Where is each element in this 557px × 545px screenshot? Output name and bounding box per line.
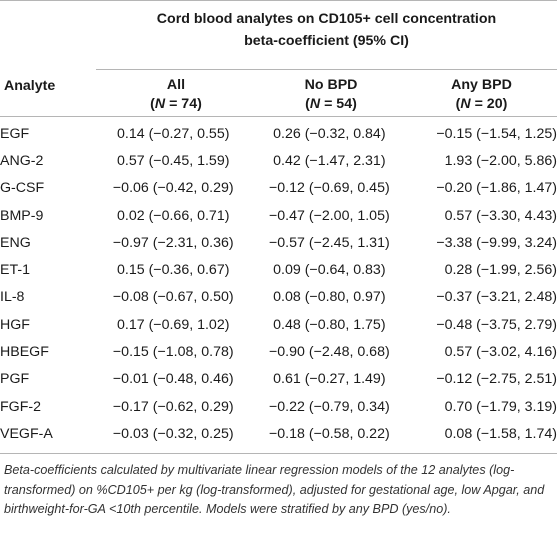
table-row: EGF 0.14 (−0.27, 0.55) 0.26 (−0.32, 0.84) −… [0,120,557,147]
table-row: G-CSF −0.06 (−0.42, 0.29) −0.12 (−0.69, 0.… [0,175,557,202]
cell-any-bpd: −0.12 (−2.75, 2.51) [436,371,557,388]
cell-analyte: BMP-9 [0,207,44,224]
cell-no-bpd: −0.18 (−0.58, 0.22) [269,425,390,442]
cell-analyte: ENG [0,234,31,251]
spanning-header-rule [96,69,557,70]
cell-all: 0.57 (−0.45, 1.59) [117,152,230,169]
cell-analyte: VEGF-A [0,425,53,442]
table-row: HGF 0.17 (−0.69, 1.02) 0.48 (−0.80, 1.75) −… [0,311,557,338]
table-top-rule [0,0,557,1]
cell-any-bpd: 0.70 (−1.79, 3.19) [444,398,557,415]
group-label: Any BPD [451,77,512,93]
cell-analyte: G-CSF [0,180,45,197]
cell-analyte: HBEGF [0,344,49,361]
cell-any-bpd: −0.48 (−3.75, 2.79) [436,316,557,333]
cell-analyte: IL-8 [0,289,25,306]
table-row: ET-1 0.15 (−0.36, 0.67) 0.09 (−0.64, 0.83)… [0,256,557,283]
cell-analyte: PGF [0,371,30,388]
cell-no-bpd: −0.22 (−0.79, 0.34) [269,398,390,415]
group-sample-size: (N = 74) [150,96,202,112]
cell-analyte: ANG-2 [0,152,44,169]
column-header-any-bpd: Any BPD (N = 20) [406,76,557,114]
spanning-header-line-1: Cord blood analytes on CD105+ cell conce… [156,11,497,27]
cell-all: 0.02 (−0.66, 0.71) [117,207,230,224]
table-footnote: Beta-coefficients calculated by multivar… [4,463,545,517]
cell-no-bpd: 0.09 (−0.64, 0.83) [273,262,386,279]
table-bottom-rule [0,453,557,454]
cell-any-bpd: 0.57 (−3.30, 4.43) [444,207,557,224]
cell-analyte: FGF-2 [0,398,41,415]
cell-any-bpd: −0.20 (−1.86, 1.47) [436,180,557,197]
group-label: All [166,77,186,93]
cell-any-bpd: 0.08 (−1.58, 1.74) [444,425,557,442]
column-header-all: All (N = 74) [96,76,256,114]
cell-all: −0.15 (−1.08, 0.78) [112,344,234,361]
cell-any-bpd: 1.93 (−2.00, 5.86) [444,152,557,169]
table-row: ENG −0.97 (−2.31, 0.36) −0.57 (−2.45, 1.31… [0,229,557,256]
table-row: HBEGF −0.15 (−1.08, 0.78) −0.90 (−2.48, 0.… [0,338,557,365]
cell-no-bpd: 0.48 (−0.80, 1.75) [273,316,386,333]
cell-analyte: HGF [0,316,30,333]
cell-no-bpd: 0.08 (−0.80, 0.97) [273,289,386,306]
spanning-header-line-2: beta-coefficient (95% CI) [244,33,409,49]
cell-all: −0.97 (−2.31, 0.36) [112,234,234,251]
cell-no-bpd: −0.12 (−0.69, 0.45) [269,180,390,197]
cell-no-bpd: 0.61 (−0.27, 1.49) [273,371,386,388]
cell-any-bpd: 0.57 (−3.02, 4.16) [444,344,557,361]
data-table: EGF 0.14 (−0.27, 0.55) 0.26 (−0.32, 0.84) −… [0,120,557,448]
cell-any-bpd: −0.15 (−1.54, 1.25) [436,125,557,142]
header-bottom-rule [0,116,557,117]
group-label: No BPD [304,77,358,93]
cell-no-bpd: −0.47 (−2.00, 1.05) [269,207,390,224]
spanning-column-header: Cord blood analytes on CD105+ cell conce… [96,8,557,52]
cell-no-bpd: 0.26 (−0.32, 0.84) [273,125,386,142]
cell-all: −0.08 (−0.67, 0.50) [112,289,234,306]
cell-all: −0.17 (−0.62, 0.29) [112,398,234,415]
table-row: IL-8 −0.08 (−0.67, 0.50) 0.08 (−0.80, 0.97… [0,284,557,311]
cell-no-bpd: −0.90 (−2.48, 0.68) [269,344,390,361]
cell-any-bpd: −3.38 (−9.99, 3.24) [436,234,557,251]
cell-all: −0.01 (−0.48, 0.46) [112,371,234,388]
table-row: FGF-2 −0.17 (−0.62, 0.29) −0.22 (−0.79, 0.… [0,393,557,420]
cell-any-bpd: −0.37 (−3.21, 2.48) [436,289,557,306]
table-row: BMP-9 0.02 (−0.66, 0.71) −0.47 (−2.00, 1.0… [0,202,557,229]
cell-all: 0.15 (−0.36, 0.67) [117,262,230,279]
cell-analyte: EGF [0,125,30,142]
cell-all: −0.03 (−0.32, 0.25) [112,425,234,442]
cell-no-bpd: 0.42 (−1.47, 2.31) [273,152,386,169]
group-sample-size: (N = 54) [305,96,357,112]
cell-all: 0.14 (−0.27, 0.55) [117,125,230,142]
cell-no-bpd: −0.57 (−2.45, 1.31) [269,234,390,251]
cell-all: 0.17 (−0.69, 1.02) [117,316,230,333]
cell-any-bpd: 0.28 (−1.99, 2.56) [444,262,557,279]
group-sample-size: (N = 20) [455,96,508,112]
column-header-analyte: Analyte [4,78,56,94]
cell-all: −0.06 (−0.42, 0.29) [112,180,234,197]
table-row: PGF −0.01 (−0.48, 0.46) 0.61 (−0.27, 1.49)… [0,366,557,393]
table-row: ANG-2 0.57 (−0.45, 1.59) 0.42 (−1.47, 2.31… [0,147,557,174]
column-header-no-bpd: No BPD (N = 54) [256,76,406,114]
table-row: VEGF-A −0.03 (−0.32, 0.25) −0.18 (−0.58, 0… [0,420,557,447]
cell-analyte: ET-1 [0,262,30,279]
